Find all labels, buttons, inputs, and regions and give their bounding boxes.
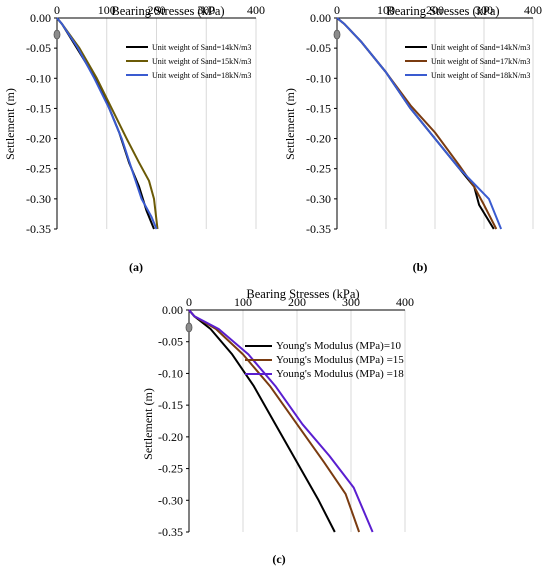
- chart-c-x-tick-label: 300: [342, 295, 360, 309]
- chart-c-y-tick-label: -0.05: [158, 335, 183, 349]
- chart-b-ylabel: Settlement (m): [283, 88, 297, 160]
- chart-a-y-tick-label: -0.20: [26, 132, 51, 146]
- chart-a-y-tick-label: 0.00: [30, 11, 51, 25]
- chart-b-y-tick-label: -0.30: [306, 192, 331, 206]
- chart-c-y-tick-label: -0.15: [158, 398, 183, 412]
- chart-b-x-tick-label: 0: [334, 3, 340, 17]
- chart-b-y-tick-label: 0.00: [310, 11, 331, 25]
- chart-a-plot: 0 100 200 300 400 0.00 -0.05 -0.10 -0.15 -0.20 -0.…: [26, 3, 265, 236]
- chart-c-legend-label-2: Young's Modulus (MPa) =15: [276, 354, 404, 366]
- chart-a-x-tick-label: 400: [247, 3, 265, 17]
- chart-c-x-tick-label: 200: [288, 295, 306, 309]
- chart-a-panel-label: (a): [129, 260, 143, 274]
- chart-c-y-tick-label: -0.30: [158, 493, 183, 507]
- chart-b-legend: Unit weight of Sand=14kN/m3 Unit weight o…: [405, 43, 530, 80]
- chart-b-y-tick-label: -0.15: [306, 101, 331, 115]
- chart-b-origin-marker: [333, 29, 341, 40]
- chart-c-y-tick-label: -0.25: [158, 462, 183, 476]
- chart-a-legend-label-1: Unit weight of Sand=14kN/m3: [152, 43, 251, 52]
- chart-a-x-tick-label: 100: [98, 3, 116, 17]
- chart-a-y-tick-label: -0.35: [26, 222, 51, 236]
- chart-b-y-tick-label: -0.20: [306, 132, 331, 146]
- chart-c-legend-label-1: Young's Modulus (MPa)=10: [276, 340, 402, 352]
- chart-b-legend-label-3: Unit weight of Sand=18kN/m3: [431, 71, 530, 80]
- chart-a-x-tick-label: 0: [54, 3, 60, 17]
- chart-a-legend-label-3: Unit weight of Sand=18kN/m3: [152, 71, 251, 80]
- chart-b-x-tick-label: 400: [524, 3, 542, 17]
- chart-a-y-tick-label: -0.10: [26, 71, 51, 85]
- chart-a-legend: Unit weight of Sand=14kN/m3 Unit weight o…: [126, 43, 251, 80]
- chart-b-panel-label: (b): [413, 260, 428, 274]
- chart-b-x-tick-label: 200: [426, 3, 444, 17]
- chart-c-plot: 0 100 200 300 400 0.00 -0.05 -0.10 -0.15 -0.20 -0.…: [158, 295, 414, 539]
- chart-b-plot: 0 100 200 300 400 0.00 -0.05 -0.10 -0.15 -0.20 -0.…: [306, 3, 542, 236]
- chart-c-ylabel: Settlement (m): [141, 388, 155, 460]
- chart-a-x-tick-label: 200: [148, 3, 166, 17]
- chart-a-y-tick-label: -0.30: [26, 192, 51, 206]
- chart-a-series-3-line: [56, 17, 158, 230]
- chart-b-y-tick-label: -0.10: [306, 71, 331, 85]
- chart-c-y-tick-label: 0.00: [162, 303, 183, 317]
- chart-c-title: Bearing Stresses (kPa): [246, 287, 359, 301]
- chart-a-y-tick-label: -0.15: [26, 101, 51, 115]
- chart-b-legend-label-2: Unit weight of Sand=17kN/m3: [431, 57, 530, 66]
- chart-c-y-tick-label: -0.35: [158, 525, 183, 539]
- chart-b-legend-label-1: Unit weight of Sand=14kN/m3: [431, 43, 530, 52]
- chart-b-x-tick-label: 300: [475, 3, 493, 17]
- chart-a-origin-marker: [53, 29, 61, 40]
- chart-b-y-tick-label: -0.25: [306, 162, 331, 176]
- chart-c-x-tick-label: 0: [186, 295, 192, 309]
- chart-b: Bearing Stresses (kPa) Settlement (m) 0 1…: [283, 3, 542, 274]
- chart-c-legend-label-3: Young's Modulus (MPa) =18: [276, 368, 404, 380]
- chart-c-panel-label: (c): [272, 552, 285, 566]
- chart-a-series-1-line: [56, 17, 155, 230]
- chart-a-y-tick-label: -0.05: [26, 41, 51, 55]
- chart-c-x-tick-label: 400: [396, 295, 414, 309]
- chart-c-y-tick-label: -0.10: [158, 366, 183, 380]
- chart-c-x-tick-label: 100: [234, 295, 252, 309]
- chart-a-title: Bearing Stresses (kPa): [111, 4, 224, 18]
- chart-b-series-3-line: [336, 17, 503, 230]
- chart-b-title: Bearing Stresses (kPa): [386, 4, 499, 18]
- chart-c-legend: Young's Modulus (MPa)=10 Young's Modulus …: [245, 340, 404, 380]
- chart-c-origin-marker: [185, 322, 193, 333]
- chart-b-y-tick-label: -0.35: [306, 222, 331, 236]
- chart-a: Bearing Stresses (kPa) Settlement (m) 0 1…: [3, 3, 265, 274]
- chart-a-legend-label-2: Unit weight of Sand=15kN/m3: [152, 57, 251, 66]
- chart-c: Bearing Stresses (kPa) Settlement (m) 0 1…: [141, 287, 414, 566]
- chart-b-x-tick-label: 100: [377, 3, 395, 17]
- chart-b-y-tick-label: -0.05: [306, 41, 331, 55]
- chart-a-y-tick-label: -0.25: [26, 162, 51, 176]
- chart-c-series-3-line: [188, 309, 374, 533]
- chart-c-y-tick-label: -0.20: [158, 430, 183, 444]
- chart-a-ylabel: Settlement (m): [3, 88, 17, 160]
- chart-a-x-tick-label: 300: [197, 3, 215, 17]
